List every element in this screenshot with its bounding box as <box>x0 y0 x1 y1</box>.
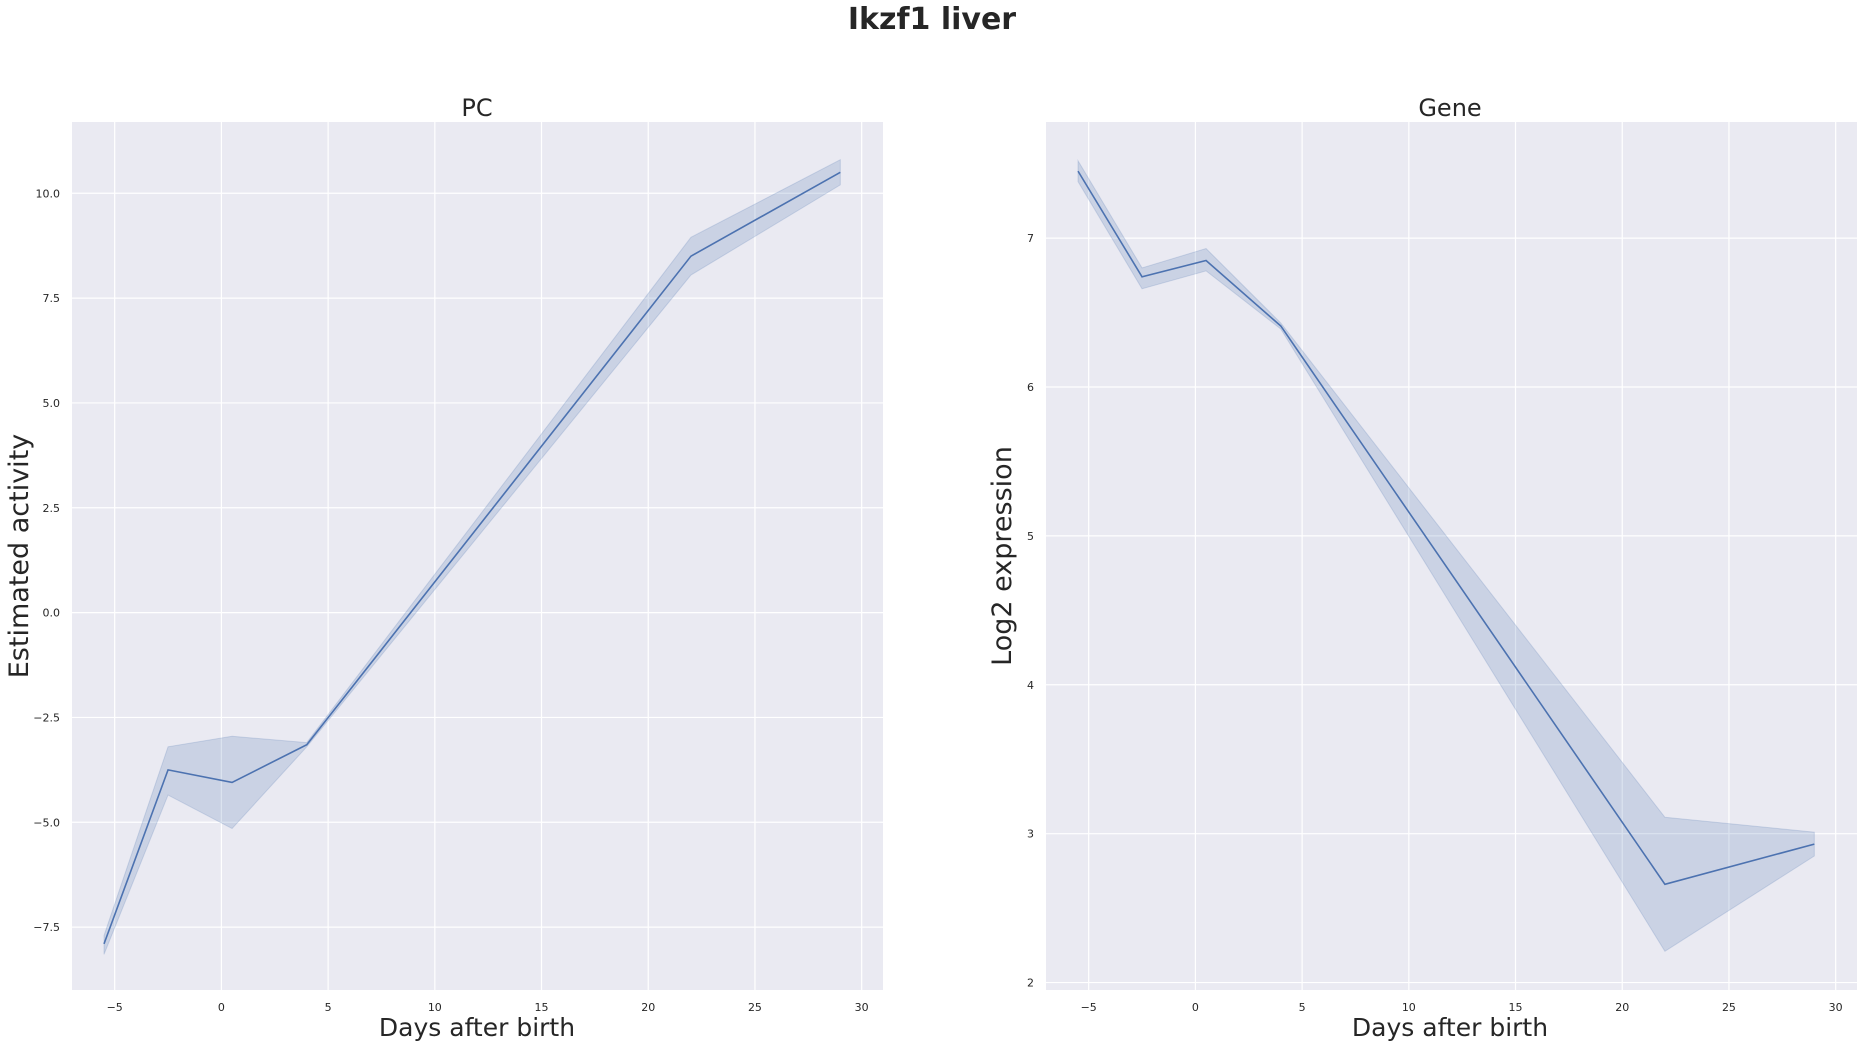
chart-pc: −5 0 5 10 15 20 25 30 −7.5 −5.0 −2.5 0.0 2.5 5.0 7.5 10… <box>4 94 883 1042</box>
y-tick-label: 2 <box>1027 977 1034 990</box>
y-axis-label: Estimated activity <box>4 434 35 679</box>
x-tick-label: 0 <box>218 1001 225 1014</box>
y-tick-label: 6 <box>1027 381 1034 394</box>
x-tick-label: 10 <box>428 1001 442 1014</box>
x-tick-label: 20 <box>1615 1001 1629 1014</box>
confidence-band <box>1077 158 1815 952</box>
x-tick-label: 30 <box>1829 1001 1843 1014</box>
y-axis-label: Log2 expression <box>987 446 1018 666</box>
figure-title: Ikzf1 liver <box>847 2 1017 37</box>
y-tick-label: 10.0 <box>36 187 61 200</box>
y-tick-label: −2.5 <box>33 711 60 724</box>
y-tick-label: 5.0 <box>43 397 61 410</box>
y-tick-label: 7 <box>1027 232 1034 245</box>
x-tick-label: 5 <box>325 1001 332 1014</box>
y-tick-label: 4 <box>1027 679 1034 692</box>
x-tick-label: 15 <box>535 1001 549 1014</box>
x-tick-label: −5 <box>1081 1001 1097 1014</box>
y-tick-label: 2.5 <box>43 502 61 515</box>
x-axis-label: Days after birth <box>379 1013 575 1042</box>
x-tick-label: 10 <box>1402 1001 1416 1014</box>
chart-title: Gene <box>1418 94 1481 122</box>
x-tick-label: −5 <box>107 1001 123 1014</box>
x-tick-label: 30 <box>855 1001 869 1014</box>
x-axis-label: Days after birth <box>1352 1013 1548 1042</box>
x-tick-label: 25 <box>748 1001 762 1014</box>
y-tick-label: 0.0 <box>43 607 61 620</box>
y-tick-label: 7.5 <box>43 292 61 305</box>
x-tick-label: 0 <box>1192 1001 1199 1014</box>
series-line <box>103 171 841 945</box>
confidence-band <box>103 158 841 955</box>
y-tick-label: −7.5 <box>33 921 60 934</box>
chart-gene: −5 0 5 10 15 20 25 30 2 3 4 5 6 7 Gene Days after birth… <box>987 94 1857 1042</box>
series-line <box>1077 170 1815 886</box>
plot-area <box>72 122 883 990</box>
x-tick-label: 15 <box>1509 1001 1523 1014</box>
x-tick-label: 25 <box>1722 1001 1736 1014</box>
x-tick-label: 5 <box>1299 1001 1306 1014</box>
chart-title: PC <box>461 94 492 122</box>
y-tick-label: 5 <box>1027 530 1034 543</box>
y-tick-label: 3 <box>1027 828 1034 841</box>
y-tick-label: −5.0 <box>33 816 60 829</box>
x-tick-label: 20 <box>641 1001 655 1014</box>
